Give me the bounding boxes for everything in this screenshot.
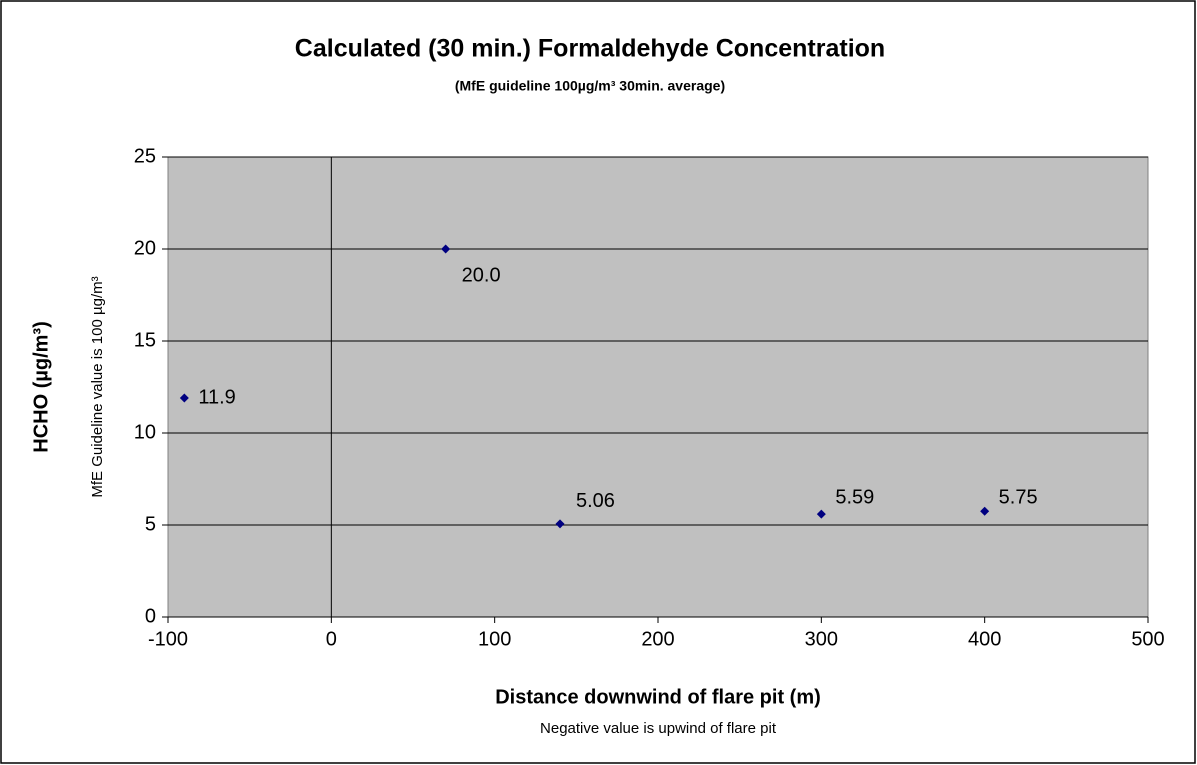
- data-label: 5.75: [999, 486, 1038, 508]
- y-tick-label: 0: [145, 605, 156, 627]
- y-tick-label: 10: [134, 421, 156, 443]
- y-tick-label: 25: [134, 145, 156, 167]
- data-point: [179, 393, 189, 403]
- plot-area: [167, 156, 1149, 618]
- x-tick-label: 0: [326, 628, 337, 650]
- x-axis-title: Distance downwind of flare pit (m): [495, 686, 821, 708]
- x-tick-label: -100: [148, 628, 188, 650]
- data-label: 20.0: [462, 264, 501, 286]
- x-tick-label: 500: [1131, 628, 1164, 650]
- x-axis-note: Negative value is upwind of flare pit: [540, 720, 777, 737]
- data-label: 11.9: [198, 386, 235, 408]
- data-label: 5.06: [576, 490, 615, 512]
- data-point: [816, 509, 826, 519]
- data-point: [441, 244, 451, 254]
- x-tick-label: 100: [478, 628, 511, 650]
- y-axis-note: MfE Guideline value is 100 µg/m³: [89, 276, 106, 497]
- y-tick-label: 15: [134, 329, 156, 351]
- y-tick-label: 5: [145, 513, 156, 535]
- y-tick-label: 20: [134, 237, 156, 259]
- data-label: 5.59: [835, 486, 874, 508]
- chart-title: Calculated (30 min.) Formaldehyde Concen…: [295, 35, 885, 63]
- data-point: [980, 506, 990, 516]
- data-point: [555, 519, 565, 529]
- chart-subtitle: (MfE guideline 100µg/m³ 30min. average): [455, 78, 725, 94]
- x-tick-label: 200: [641, 628, 674, 650]
- y-axis-title: HCHO (µg/m³): [30, 321, 52, 453]
- x-tick-label: 400: [968, 628, 1001, 650]
- x-tick-label: 300: [805, 628, 838, 650]
